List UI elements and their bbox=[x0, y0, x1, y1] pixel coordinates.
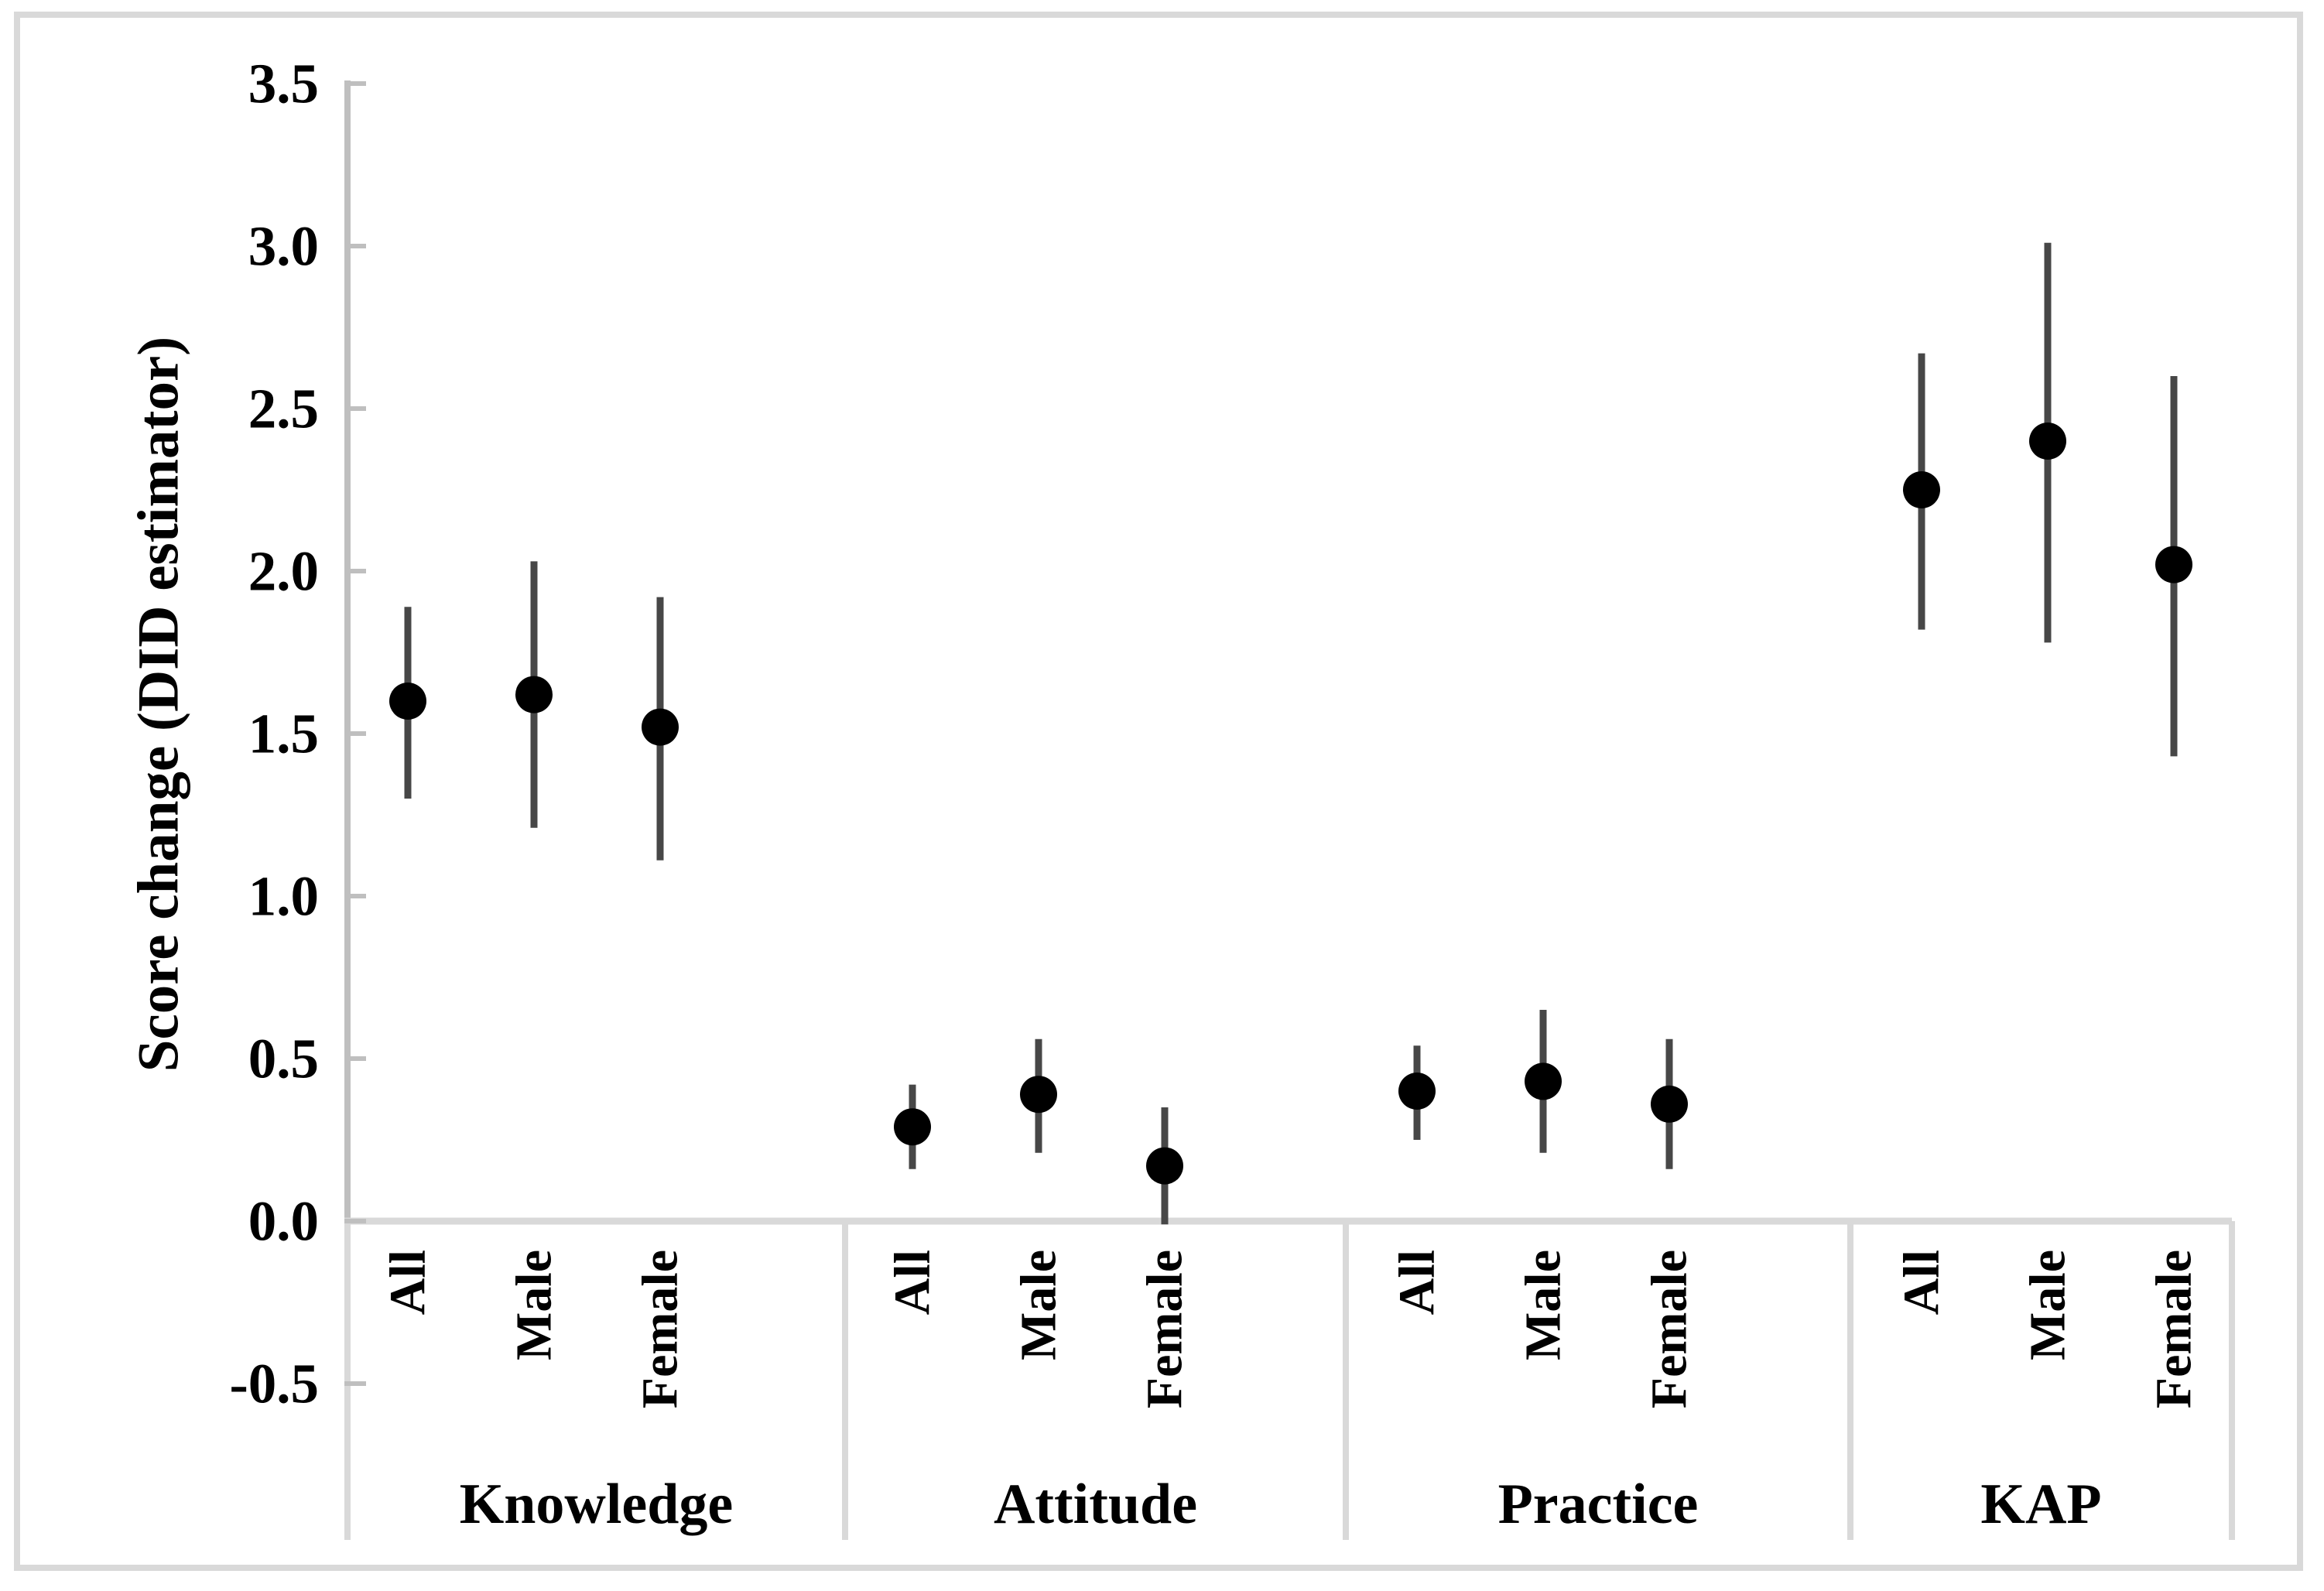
figure-frame bbox=[14, 12, 2303, 1571]
category-label: Male bbox=[2020, 1250, 2076, 1360]
group-label: Knowledge bbox=[460, 1473, 734, 1536]
data-point bbox=[1903, 471, 1940, 508]
data-point bbox=[1398, 1073, 1436, 1110]
data-point bbox=[515, 676, 553, 713]
data-point bbox=[1146, 1147, 1183, 1185]
y-tick-label: 0.5 bbox=[248, 1028, 319, 1090]
y-tick-label: 0.0 bbox=[248, 1190, 319, 1253]
category-label: All bbox=[885, 1250, 941, 1315]
category-label: Female bbox=[632, 1250, 689, 1408]
group-label: KAP bbox=[1980, 1473, 2101, 1536]
data-point bbox=[894, 1108, 931, 1146]
category-axis: All Male Female Knowledge All Male Female Attit… bbox=[380, 1221, 2235, 1540]
category-label: Female bbox=[1137, 1250, 1193, 1408]
category-label: Male bbox=[1515, 1250, 1572, 1360]
data-point bbox=[642, 708, 679, 746]
category-label: Male bbox=[1011, 1250, 1067, 1360]
y-tick-label: 2.5 bbox=[248, 378, 319, 440]
figure-border bbox=[14, 12, 2303, 1571]
category-label: Female bbox=[2146, 1250, 2202, 1408]
y-axis: 3.5 3.0 2.5 2.0 1.5 1.0 0.5 0.0 -0.5 bbox=[229, 53, 2232, 1540]
y-tick-label: 1.0 bbox=[248, 865, 319, 928]
category-label: All bbox=[1389, 1250, 1446, 1315]
category-label: Female bbox=[1641, 1250, 1698, 1408]
y-axis-title: Score change (DID estimator) bbox=[127, 337, 191, 1072]
data-point bbox=[1651, 1085, 1688, 1123]
group-label: Attitude bbox=[994, 1473, 1197, 1536]
data-point bbox=[2029, 423, 2066, 460]
data-point bbox=[1020, 1076, 1057, 1114]
y-tick-label: -0.5 bbox=[229, 1353, 319, 1415]
category-label: Male bbox=[506, 1250, 563, 1360]
data-point bbox=[389, 683, 426, 720]
y-tick-label: 3.0 bbox=[248, 215, 319, 278]
group-label: Practice bbox=[1498, 1473, 1699, 1536]
y-tick-label: 3.5 bbox=[248, 53, 319, 115]
data-point bbox=[2155, 546, 2192, 583]
y-tick-label: 2.0 bbox=[248, 540, 319, 603]
data-point bbox=[1525, 1062, 1562, 1100]
category-label: All bbox=[1894, 1250, 1950, 1315]
data-series bbox=[389, 242, 2192, 1225]
y-tick-label: 1.5 bbox=[248, 703, 319, 765]
category-label: All bbox=[380, 1250, 436, 1315]
